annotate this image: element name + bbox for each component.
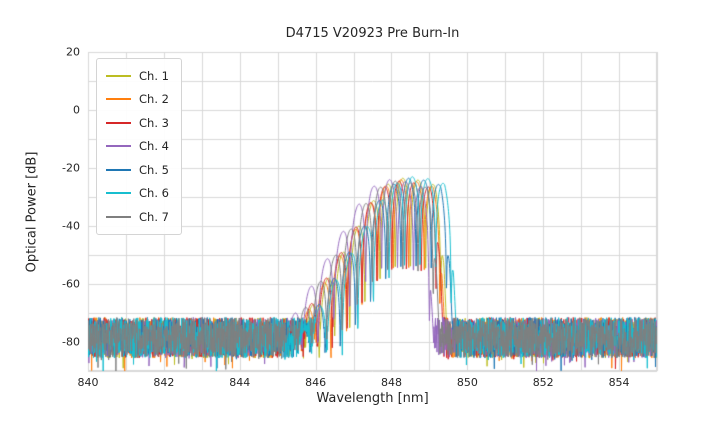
x-tick-label: 848 — [380, 376, 402, 389]
y-tick-label: -60 — [62, 277, 80, 291]
legend-label: Ch. 4 — [139, 139, 169, 154]
legend-item: Ch. 2 — [106, 88, 169, 112]
legend-item: Ch. 4 — [106, 135, 169, 159]
legend-label: Ch. 5 — [139, 162, 169, 177]
legend-item: Ch. 1 — [106, 64, 169, 88]
y-tick-label: 20 — [66, 45, 80, 59]
legend-line-swatch — [106, 215, 131, 218]
legend-line-swatch — [106, 168, 131, 171]
legend-item: Ch. 3 — [106, 111, 169, 135]
legend-item: Ch. 7 — [106, 205, 169, 229]
legend-line-swatch — [106, 145, 131, 148]
chart-title: D4715 V20923 Pre Burn-In — [285, 26, 460, 41]
y-tick-label: -40 — [62, 219, 80, 233]
x-tick-label: 840 — [77, 376, 99, 389]
y-axis-label: Optical Power [dB] — [24, 151, 40, 273]
legend-item: Ch. 6 — [106, 182, 169, 206]
legend-line-swatch — [106, 192, 131, 195]
y-tick-label: 0 — [73, 103, 80, 117]
legend: Ch. 1 Ch. 2 Ch. 3 Ch. 4 Ch. 5 Ch. 6 Ch. 7 — [96, 58, 182, 235]
legend-label: Ch. 2 — [139, 92, 169, 107]
x-tick-label: 844 — [229, 376, 251, 389]
x-tick-label: 850 — [456, 376, 478, 389]
x-axis-label: Wavelength [nm] — [316, 391, 429, 406]
legend-label: Ch. 6 — [139, 186, 169, 201]
legend-line-swatch — [106, 74, 131, 77]
legend-label: Ch. 7 — [139, 209, 169, 224]
y-tick-label: -80 — [62, 335, 80, 349]
legend-label: Ch. 1 — [139, 68, 169, 83]
legend-line-swatch — [106, 121, 131, 124]
x-tick-label: 842 — [153, 376, 175, 389]
legend-line-swatch — [106, 98, 131, 101]
y-tick-label: -20 — [62, 161, 80, 175]
x-tick-label: 846 — [305, 376, 327, 389]
legend-label: Ch. 3 — [139, 115, 169, 130]
legend-item: Ch. 5 — [106, 158, 169, 182]
x-tick-label: 854 — [608, 376, 630, 389]
x-tick-label: 852 — [532, 376, 554, 389]
